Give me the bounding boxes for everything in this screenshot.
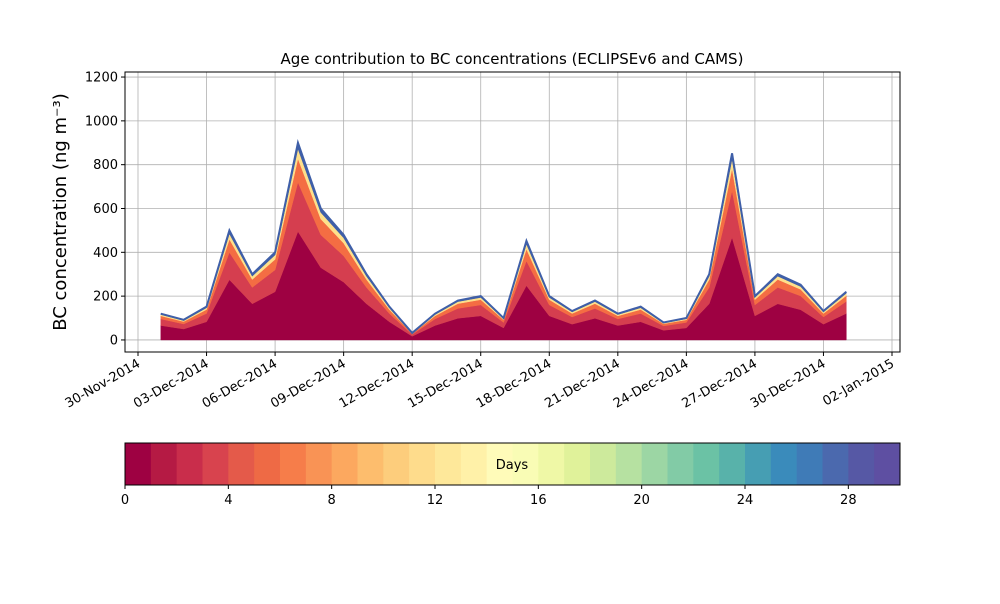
colorbar-swatch [409,443,436,485]
y-tick-label: 1000 [85,114,118,129]
x-tick-label: 30-Nov-2014 [63,356,143,411]
chart-title: Age contribution to BC concentrations (E… [281,50,744,68]
x-tick-label: 21-Dec-2014 [542,356,622,411]
colorbar-swatch [745,443,772,485]
colorbar-swatch [538,443,565,485]
colorbar-swatch [512,443,539,485]
colorbar-swatch [228,443,255,485]
y-tick-label: 800 [93,158,118,173]
colorbar-frame [124,442,901,486]
colorbar-swatch [150,443,178,485]
y-tick-label: 400 [93,246,118,261]
colorbar-tick-label: 8 [328,493,336,508]
colorbar-tick-label: 28 [840,493,857,508]
colorbar-swatch [435,443,462,485]
y-tick-label: 200 [93,290,118,305]
colorbar-swatch [202,443,229,485]
colorbar-swatch [719,443,746,485]
area-top-line [160,139,847,335]
plot-frame [124,71,901,353]
colorbar-swatch [796,443,823,485]
x-tick-label: 06-Dec-2014 [200,356,280,411]
colorbar-swatch [125,443,152,485]
colorbar-swatch [254,443,281,485]
colorbar-swatch [848,443,875,485]
colorbar-swatch [874,443,901,485]
colorbar-swatch [460,443,488,485]
x-tick-label: 24-Dec-2014 [611,356,691,411]
colorbar-swatch [693,443,720,485]
y-tick-label: 600 [93,202,118,217]
colorbar-swatch [305,443,333,485]
colorbar-swatch [822,443,849,485]
colorbar-swatch [641,443,668,485]
y-tick-label: 0 [110,333,118,348]
colorbar-swatch [486,443,513,485]
y-tick-label: 1200 [85,71,118,86]
x-tick-label: 03-Dec-2014 [131,356,211,411]
colorbar-label: Days [496,458,529,473]
x-tick-label: 15-Dec-2014 [405,356,485,411]
colorbar-swatch [590,443,617,485]
colorbar-swatch [770,443,798,485]
colorbar-swatch [176,443,203,485]
colorbar-swatch [280,443,307,485]
colorbar-tick-label: 24 [737,493,754,508]
x-tick-label: 18-Dec-2014 [474,356,554,411]
colorbar-tick-label: 20 [633,493,650,508]
colorbar-swatch [331,443,358,485]
colorbar-tick-label: 0 [121,493,129,508]
colorbar-tick-label: 4 [224,493,232,508]
x-tick-label: 09-Dec-2014 [268,356,348,411]
x-tick-label: 02-Jan-2015 [820,356,897,409]
colorbar-swatch [357,443,384,485]
x-tick-label: 30-Dec-2014 [748,356,828,411]
colorbar-swatch [615,443,643,485]
colorbar-tick-label: 12 [427,493,444,508]
y-axis-label: BC concentration (ng m⁻³) [50,93,71,331]
colorbar-swatch [383,443,410,485]
colorbar-swatch [667,443,694,485]
x-tick-label: 12-Dec-2014 [337,356,417,411]
x-tick-label: 27-Dec-2014 [680,356,760,411]
colorbar-tick-label: 16 [530,493,547,508]
colorbar-swatch [564,443,591,485]
